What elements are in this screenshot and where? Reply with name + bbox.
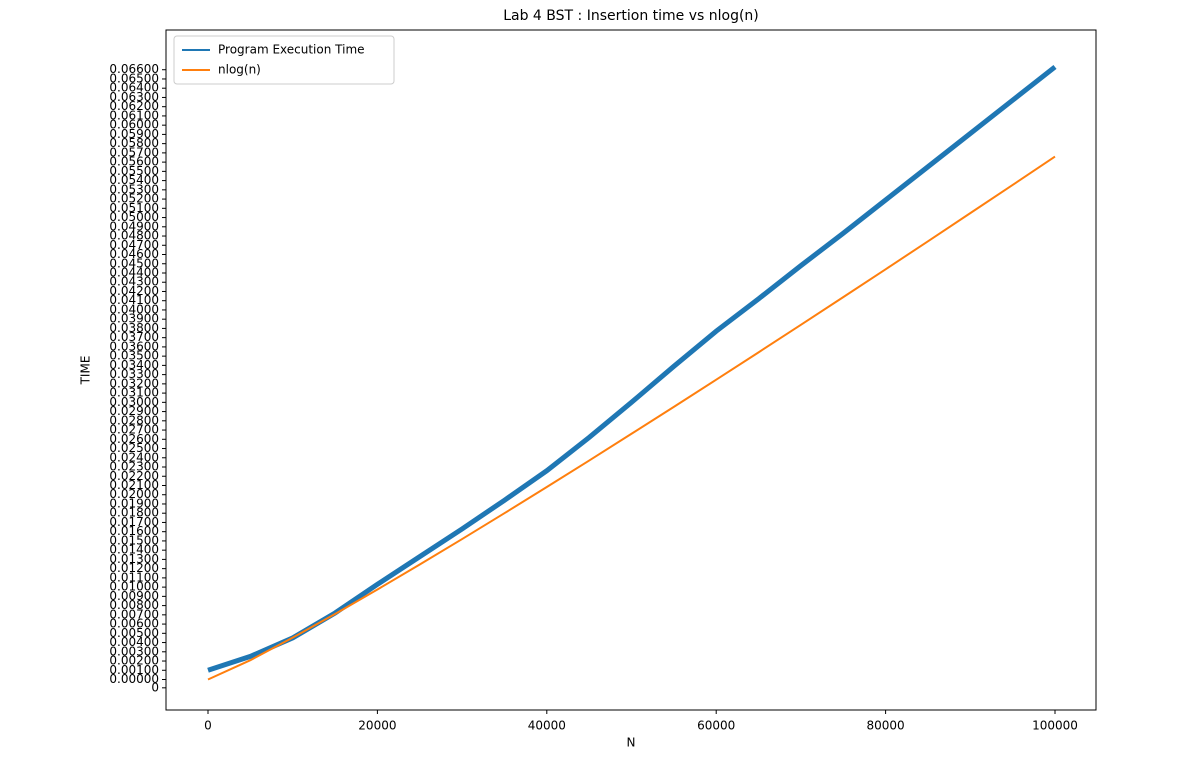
series-line	[207, 155, 1056, 681]
y-tick-label: 0.04000	[109, 302, 159, 316]
y-tick-label: 0.03900	[109, 312, 159, 326]
y-tick-label: 0.05800	[109, 136, 159, 150]
legend-label: nlog(n)	[218, 63, 261, 77]
y-tick-label: 0.05400	[109, 173, 159, 187]
y-tick-label: 0.03600	[109, 339, 159, 353]
y-tick-label: 0.04400	[109, 265, 159, 279]
y-tick-label: 0.01400	[109, 543, 159, 557]
y-tick-label: 0.06600	[109, 62, 159, 76]
y-tick-label: 0.01500	[109, 533, 159, 547]
plot-frame	[165, 29, 1097, 711]
y-tick-label: 0.00500	[109, 626, 159, 640]
y-tick-label: 0	[151, 680, 159, 694]
x-tick-label: 100000	[1032, 719, 1078, 733]
series-line	[207, 64, 1057, 673]
y-tick-label: 0.04900	[109, 219, 159, 233]
y-tick-label: 0.04500	[109, 256, 159, 270]
x-axis-label: N	[627, 736, 636, 750]
x-tick-label: 20000	[358, 719, 396, 733]
y-tick-label: 0.04300	[109, 275, 159, 289]
y-tick-label: 0.06200	[109, 99, 159, 113]
y-tick-label: 0.04100	[109, 293, 159, 307]
y-tick-label: 0.00100	[109, 663, 159, 677]
y-tick-label: 0.05900	[109, 127, 159, 141]
y-tick-label: 0.05200	[109, 192, 159, 206]
legend-label: Program Execution Time	[218, 43, 365, 57]
y-tick-label: 0.04600	[109, 247, 159, 261]
y-tick-label: 0.03800	[109, 321, 159, 335]
y-tick-label: 0.03100	[109, 386, 159, 400]
y-tick-label: 0.02700	[109, 423, 159, 437]
y-tick-label: 0.01800	[109, 506, 159, 520]
y-tick-label: 0.01600	[109, 524, 159, 538]
y-tick-label: 0.00200	[109, 654, 159, 668]
y-tick-label: 0.06400	[109, 81, 159, 95]
y-tick-label: 0.03300	[109, 367, 159, 381]
y-tick-label: 0.02600	[109, 432, 159, 446]
y-tick-label: 0.06300	[109, 90, 159, 104]
y-tick-label: 0.01900	[109, 496, 159, 510]
x-tick-label: 40000	[528, 719, 566, 733]
y-tick-label: 0.02000	[109, 487, 159, 501]
y-tick-label: 0.05100	[109, 201, 159, 215]
y-tick-label: 0.01700	[109, 515, 159, 529]
chart-title: Lab 4 BST : Insertion time vs nlog(n)	[503, 8, 759, 24]
y-tick-label: 0.02900	[109, 404, 159, 418]
y-axis-label: TIME	[79, 356, 93, 386]
y-tick-label: 0.05000	[109, 210, 159, 224]
y-tick-label: 0.00900	[109, 589, 159, 603]
y-tick-label: 0.00400	[109, 635, 159, 649]
y-tick-label: 0.02300	[109, 460, 159, 474]
y-tick-label: 0.01100	[109, 570, 159, 584]
y-tick-label: 0.03200	[109, 376, 159, 390]
y-tick-label: 0.01200	[109, 561, 159, 575]
y-tick-label: 0.06100	[109, 108, 159, 122]
y-tick-label: 0.03500	[109, 349, 159, 363]
y-tick-label: 0.00300	[109, 644, 159, 658]
x-tick-label: 0	[204, 719, 212, 733]
y-tick-label: 0.00800	[109, 598, 159, 612]
y-tick-label: 0.02200	[109, 469, 159, 483]
y-tick-label: 0.03400	[109, 358, 159, 372]
y-tick-label: 0.04200	[109, 284, 159, 298]
y-tick-label: 0.02500	[109, 441, 159, 455]
y-tick-label: 0.06500	[109, 71, 159, 85]
x-tick-label: 60000	[697, 719, 735, 733]
y-tick-label: 0.03700	[109, 330, 159, 344]
y-tick-label: 0.05600	[109, 155, 159, 169]
y-tick-label: 0.00700	[109, 607, 159, 621]
y-tick-label: 0.06000	[109, 118, 159, 132]
legend-box	[173, 35, 395, 85]
y-tick-label: 0.04700	[109, 238, 159, 252]
y-tick-label: 0.02400	[109, 450, 159, 464]
y-tick-label: 0.05500	[109, 164, 159, 178]
y-tick-label: 0.02800	[109, 413, 159, 427]
y-tick-label: 0.02100	[109, 478, 159, 492]
y-tick-label: 0.01000	[109, 580, 159, 594]
y-tick-label: 0.04800	[109, 229, 159, 243]
y-tick-label: 0.00000	[109, 672, 159, 686]
x-tick-label: 80000	[867, 719, 905, 733]
y-tick-label: 0.00600	[109, 617, 159, 631]
y-tick-label: 0.05700	[109, 145, 159, 159]
y-tick-label: 0.03000	[109, 395, 159, 409]
y-tick-label: 0.05300	[109, 182, 159, 196]
y-tick-label: 0.01300	[109, 552, 159, 566]
